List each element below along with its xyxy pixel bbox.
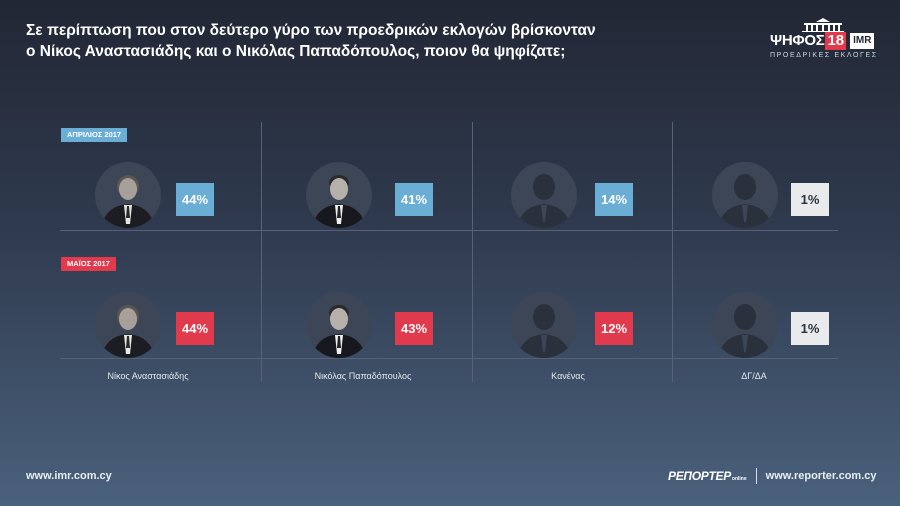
title-line-1: Σε περίπτωση που στον δεύτερο γύρο των π… xyxy=(26,22,596,39)
period-badge-april: ΑΠΡΙΛΙΟΣ 2017 xyxy=(61,128,128,142)
imr-url: www.imr.com.cy xyxy=(26,470,112,482)
psifos-logo: ΨΗΦΟΣ 18 IMR ΠΡΟΕΔΡΙΚΕΣ ΕΚΛΟΓΕΣ xyxy=(766,18,878,62)
period-badge-may: ΜΑΪΟΣ 2017 xyxy=(61,257,116,271)
page-title: Σε περίπτωση που στον δεύτερο γύρο των π… xyxy=(26,20,666,62)
grid-divider xyxy=(472,122,473,382)
category-label-anastasiadis: Νίκος Αναστασιάδης xyxy=(107,371,189,381)
title-line-2: ο Νίκος Αναστασιάδης και ο Νικόλας Παπαδ… xyxy=(26,43,566,60)
grid-divider xyxy=(261,122,262,382)
anastasiadis-photo xyxy=(95,292,161,358)
reporter-logo: ΡΕΠΟΡΤΕΡ xyxy=(668,469,731,483)
logo-subtitle: ΠΡΟΕΔΡΙΚΕΣ ΕΚΛΟΓΕΣ xyxy=(770,52,878,59)
footer-separator xyxy=(755,468,757,484)
value-label-april-anastasiadis: 44% xyxy=(176,183,214,216)
logo-year: 18 xyxy=(825,32,847,50)
value-label-april-dk: 1% xyxy=(791,183,829,216)
grid-divider xyxy=(60,230,838,231)
value-label-may-dk: 1% xyxy=(791,312,829,345)
silhouette-icon xyxy=(712,292,778,358)
anastasiadis-photo xyxy=(95,162,161,228)
logo-partner: IMR xyxy=(850,33,875,49)
value-label-may-none: 12% xyxy=(595,312,633,345)
category-label-dk: ΔΓ/ΔΑ xyxy=(741,371,767,381)
building-icon xyxy=(802,18,844,32)
silhouette-icon xyxy=(511,292,577,358)
value-label-april-papadopoulos: 41% xyxy=(395,183,433,216)
value-label-may-anastasiadis: 44% xyxy=(176,312,214,345)
silhouette-icon xyxy=(712,162,778,228)
reporter-logo-sub: online xyxy=(731,475,747,482)
category-label-none: Κανένας xyxy=(551,371,585,381)
category-label-papadopoulos: Νικόλας Παπαδόπουλος xyxy=(314,371,412,381)
grid-divider xyxy=(672,122,673,382)
logo-name: ΨΗΦΟΣ xyxy=(770,32,825,49)
value-label-april-none: 14% xyxy=(595,183,633,216)
reporter-url: www.reporter.com.cy xyxy=(765,470,877,482)
reporter-brand: ΡΕΠΟΡΤΕΡ online www.reporter.com.cy xyxy=(668,468,877,484)
papadopoulos-photo xyxy=(306,162,372,228)
papadopoulos-photo xyxy=(306,292,372,358)
grid-divider xyxy=(60,358,838,359)
silhouette-icon xyxy=(511,162,577,228)
value-label-may-papadopoulos: 43% xyxy=(395,312,433,345)
